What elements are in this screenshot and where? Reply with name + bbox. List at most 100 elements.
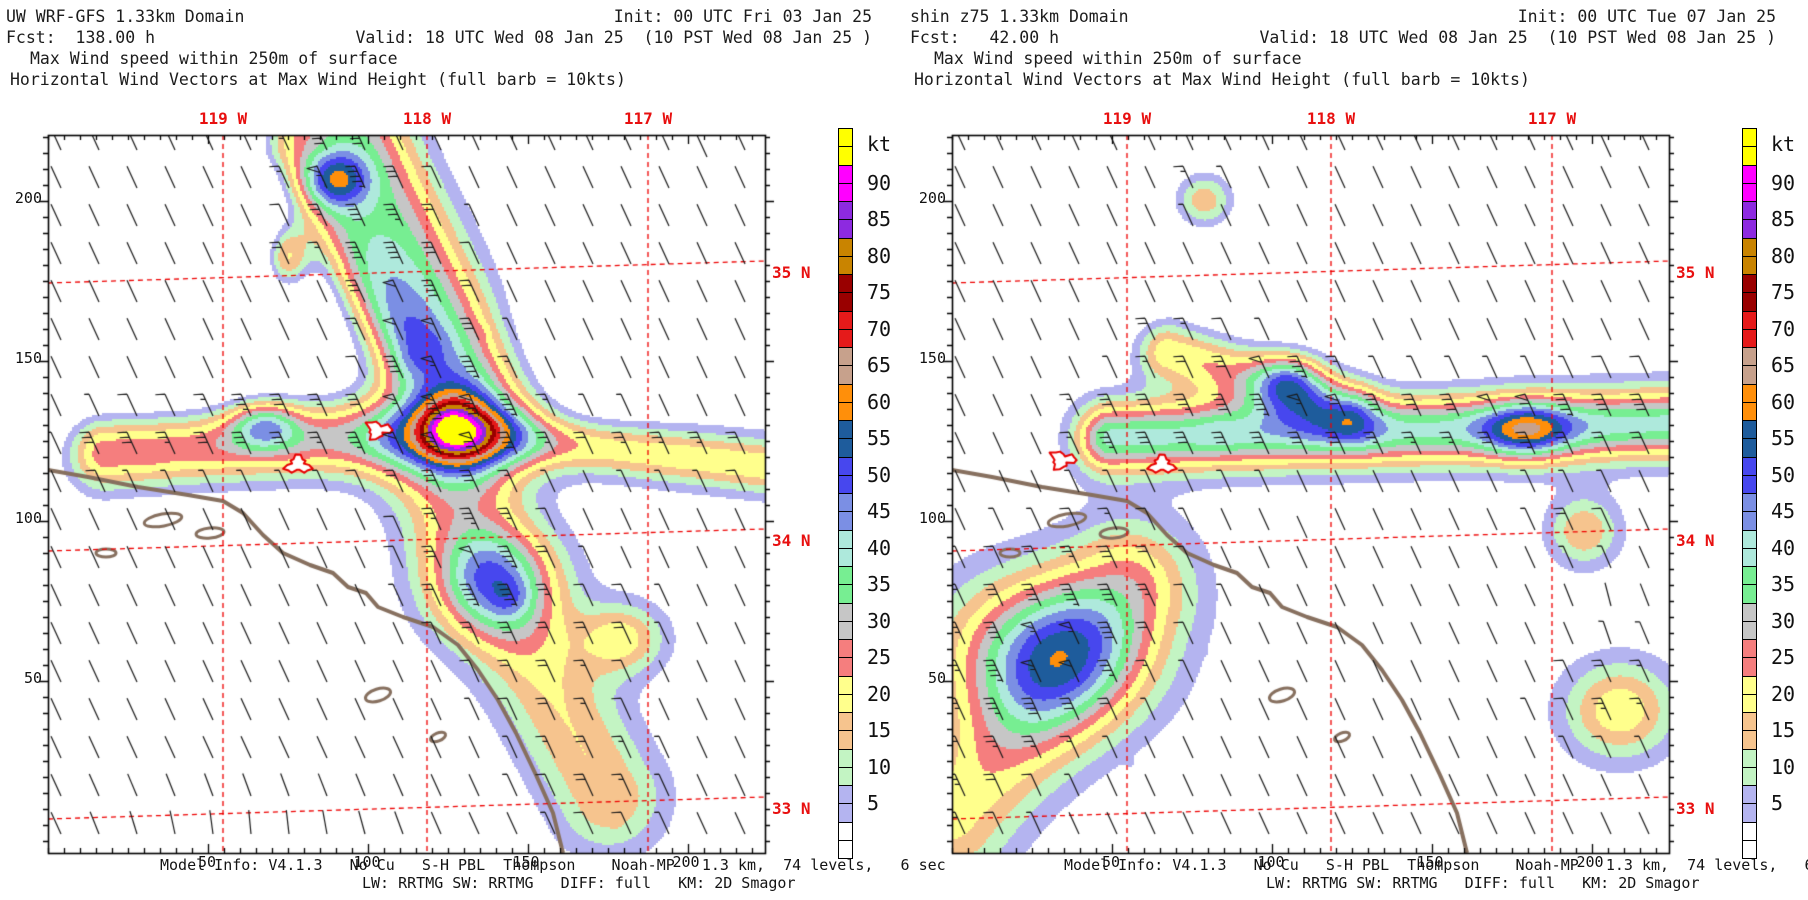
colorbar-cell: [838, 657, 853, 677]
colorbar-cell: [838, 201, 853, 220]
colorbar-cell: [838, 128, 853, 147]
model-title: shin z75 1.33km Domain: [910, 7, 1129, 26]
vector-description: Horizontal Wind Vectors at Max Wind Heig…: [10, 70, 626, 89]
colorbar-cell: [838, 493, 853, 512]
init-time: Init: 00 UTC Fri 03 Jan 25: [613, 7, 872, 26]
colorbar-cell: [1742, 493, 1757, 512]
colorbar-cell: [838, 457, 853, 476]
init-time: Init: 00 UTC Tue 07 Jan 25: [1517, 7, 1776, 26]
colorbar-cell: [1742, 292, 1757, 312]
colorbar-tick-label: 50: [867, 462, 892, 487]
colorbar-cell: [838, 621, 853, 640]
colorbar-cell: [838, 438, 853, 458]
y-axis-tick-label: 150: [14, 349, 42, 367]
colorbar-tick-label: 45: [867, 499, 892, 524]
colorbar-cell: [1742, 676, 1757, 695]
x-axis-tick-label: 100: [353, 853, 381, 871]
colorbar-cell: [838, 165, 853, 184]
colorbar-cell: [838, 384, 853, 403]
colorbar-tick-label: 40: [867, 535, 892, 560]
colorbar-cell: [1742, 183, 1757, 202]
colorbar-cell: [1742, 365, 1757, 385]
x-axis-tick-label: 200: [1576, 853, 1604, 871]
x-axis-tick-label: 50: [1101, 853, 1121, 871]
colorbar-cell: [838, 311, 853, 330]
colorbar-cell: [1742, 749, 1757, 768]
colorbar-cell: [1742, 402, 1757, 421]
physics-info-line: LW: RRTMG SW: RRTMG DIFF: full KM: 2D Sm…: [1266, 874, 1700, 892]
colorbar-tick-label: 20: [867, 681, 892, 706]
model-title: UW WRF-GFS 1.33km Domain: [6, 7, 245, 26]
y-axis-tick-label: 100: [14, 509, 42, 527]
colorbar-cell: [838, 347, 853, 366]
colorbar-cell: [838, 749, 853, 768]
vector-description: Horizontal Wind Vectors at Max Wind Heig…: [914, 70, 1530, 89]
colorbar-cell: [838, 420, 853, 439]
longitude-label: 119 W: [1102, 109, 1152, 128]
forecast-hour: Fcst: 42.00 h: [910, 28, 1060, 47]
colorbar-tick-label: 50: [1771, 462, 1796, 487]
colorbar-tick-label: 10: [1771, 754, 1796, 779]
colorbar-cell: [838, 840, 853, 859]
colorbar-cell: [1742, 165, 1757, 184]
colorbar-tick-label: 45: [1771, 499, 1796, 524]
y-axis-tick-label: 50: [927, 669, 946, 687]
colorbar-cell: [838, 730, 853, 750]
colorbar-cell: [1742, 621, 1757, 640]
colorbar-tick-label: 65: [867, 353, 892, 378]
y-axis-tick-label: 200: [14, 189, 42, 207]
colorbar-cell: [1742, 311, 1757, 330]
colorbar-cell: [1742, 256, 1757, 275]
colorbar-cell: [1742, 457, 1757, 476]
latitude-label: 33 N: [1676, 799, 1715, 818]
colorbar-cell: [1742, 712, 1757, 731]
y-axis-tick-label: 100: [918, 509, 946, 527]
colorbar-cell: [838, 767, 853, 786]
colorbar-cell: [838, 292, 853, 312]
x-axis-tick-label: 150: [1416, 853, 1444, 871]
wind-speed-map: [934, 121, 1687, 869]
colorbar-unit: kt: [867, 132, 892, 156]
colorbar-cell: [1742, 384, 1757, 403]
colorbar-cell: [838, 329, 853, 348]
colorbar-unit: kt: [1771, 132, 1796, 156]
colorbar-tick-label: 75: [867, 280, 892, 305]
colorbar-tick-label: 90: [867, 170, 892, 195]
longitude-label: 118 W: [402, 109, 452, 128]
colorbar-tick-label: 35: [1771, 572, 1796, 597]
colorbar-tick-label: 40: [1771, 535, 1796, 560]
colorbar-cell: [1742, 475, 1757, 494]
colorbar-cell: [1742, 530, 1757, 549]
colorbar-tick-label: 5: [867, 791, 880, 816]
colorbar-cell: [838, 219, 853, 239]
colorbar-tick-label: 85: [867, 207, 892, 232]
valid-time: Valid: 18 UTC Wed 08 Jan 25 (10 PST Wed …: [355, 28, 872, 47]
colorbar-tick-label: 20: [1771, 681, 1796, 706]
colorbar-cell: [838, 566, 853, 585]
panel-uw-wrf-gfs: UW WRF-GFS 1.33km Domain Init: 00 UTC Fr…: [6, 7, 946, 892]
colorbar-cell: [1742, 511, 1757, 531]
colorbar-tick-label: 80: [1771, 243, 1796, 268]
colorbar-tick-label: 75: [1771, 280, 1796, 305]
colorbar-cell: [838, 183, 853, 202]
colorbar-cell: [1742, 603, 1757, 622]
colorbar-cell: [1742, 657, 1757, 677]
colorbar-cell: [1742, 803, 1757, 823]
colorbar-cell: [1742, 694, 1757, 713]
y-axis-tick-label: 200: [918, 189, 946, 207]
colorbar-cell: [838, 274, 853, 293]
colorbar-tick-label: 30: [867, 608, 892, 633]
colorbar-cell: [1742, 767, 1757, 786]
colorbar-cell: [1742, 128, 1757, 147]
colorbar-cell: [838, 584, 853, 604]
colorbar-tick-label: 70: [867, 316, 892, 341]
latitude-label: 34 N: [772, 531, 811, 550]
colorbar-cell: [838, 712, 853, 731]
colorbar-cell: [838, 146, 853, 166]
x-axis-tick-label: 100: [1257, 853, 1285, 871]
colorbar-tick-label: 5: [1771, 791, 1784, 816]
colorbar-cell: [838, 785, 853, 804]
colorbar-cell: [838, 256, 853, 275]
x-axis-tick-label: 50: [197, 853, 217, 871]
colorbar-cell: [1742, 840, 1757, 859]
